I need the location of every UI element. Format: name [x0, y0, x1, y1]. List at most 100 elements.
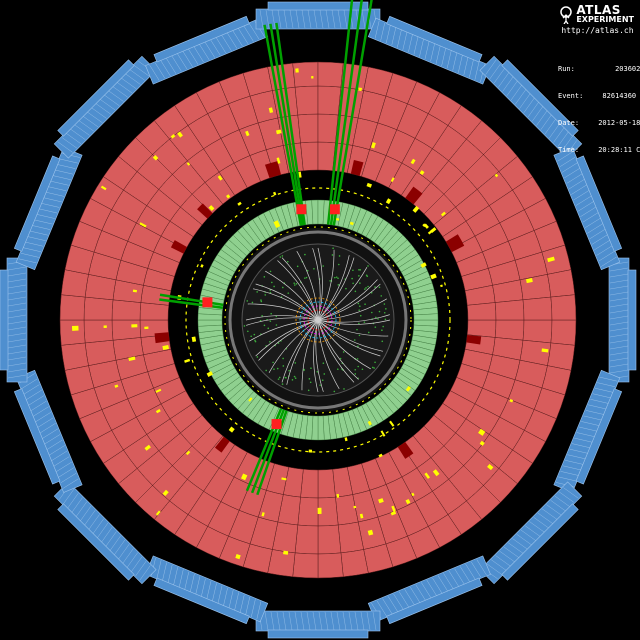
- hit: [264, 276, 266, 278]
- hit: [282, 255, 284, 257]
- hit: [385, 319, 387, 321]
- muon-chamber: [609, 258, 636, 382]
- hit: [358, 275, 360, 277]
- hit: [280, 256, 282, 258]
- hit: [372, 367, 374, 369]
- atlas-logo: ATLAS EXPERIMENT http://atlas.ch: [559, 6, 634, 35]
- hcal-cell: [293, 553, 318, 578]
- hcal-cell: [318, 469, 335, 498]
- hit: [374, 361, 376, 363]
- ecal-cell: [312, 200, 318, 224]
- hit: [308, 390, 310, 392]
- hit: [264, 294, 266, 296]
- hit: [273, 286, 275, 288]
- hit: [339, 255, 341, 257]
- hcal-cell: [548, 270, 575, 297]
- hcal-cell: [523, 320, 552, 343]
- hit: [322, 379, 324, 381]
- hit: [354, 373, 356, 375]
- hcal-cell: [61, 343, 88, 370]
- energy-deposit: [311, 76, 313, 79]
- hit: [264, 325, 266, 327]
- hit: [345, 288, 347, 290]
- hit: [364, 303, 366, 305]
- hit: [323, 362, 325, 364]
- hit: [359, 335, 361, 337]
- hit: [343, 351, 345, 353]
- jet-core: [330, 204, 340, 214]
- hit: [351, 278, 353, 280]
- hit: [296, 283, 298, 285]
- hit: [293, 282, 295, 284]
- hit: [287, 292, 289, 294]
- hit: [355, 291, 357, 293]
- hit: [294, 376, 296, 378]
- hit: [375, 326, 377, 328]
- hit: [343, 388, 345, 390]
- hit: [292, 379, 294, 381]
- info-event: Event: 82614360: [558, 92, 640, 101]
- hcal-cell: [495, 300, 524, 320]
- info-run: Run: 203602: [558, 65, 640, 74]
- hcal-cell: [551, 295, 576, 320]
- hit: [379, 311, 381, 313]
- energy-deposit: [72, 326, 79, 331]
- hit: [358, 269, 360, 271]
- hcal-cell: [318, 553, 343, 578]
- energy-deposit: [318, 508, 322, 514]
- hit: [282, 358, 284, 360]
- hit: [273, 368, 275, 370]
- ecal-cell: [318, 416, 324, 440]
- hit: [261, 315, 263, 317]
- hcal-cell: [318, 142, 335, 171]
- hit: [367, 265, 369, 267]
- hcal-cell: [318, 525, 341, 554]
- hcal-cell: [495, 320, 524, 340]
- hcal-cell: [467, 303, 496, 320]
- jet-core: [296, 204, 306, 214]
- hit: [338, 284, 340, 286]
- hit: [247, 330, 249, 332]
- hit: [332, 254, 334, 256]
- hit: [334, 391, 336, 393]
- hit: [322, 265, 324, 267]
- hit: [279, 377, 281, 379]
- hit: [277, 368, 279, 370]
- hit: [304, 254, 306, 256]
- hit: [283, 365, 285, 367]
- hit: [368, 332, 370, 334]
- hcal-cell: [295, 86, 318, 115]
- hcal-cell: [84, 320, 113, 343]
- energy-deposit: [144, 326, 148, 329]
- hit: [294, 362, 296, 364]
- ecal-cell: [198, 320, 222, 326]
- hit: [337, 368, 339, 370]
- hit: [373, 367, 375, 369]
- hit: [261, 301, 263, 303]
- ecal-cell: [414, 314, 438, 320]
- hit: [367, 286, 369, 288]
- hit: [309, 378, 311, 380]
- energy-deposit: [283, 551, 288, 555]
- hit: [288, 370, 290, 372]
- hcal-cell: [318, 62, 343, 87]
- hit: [250, 335, 252, 337]
- hcal-cell: [301, 469, 318, 498]
- hit: [338, 264, 340, 266]
- hit: [282, 287, 284, 289]
- hit: [244, 325, 246, 327]
- hit: [379, 286, 381, 288]
- hit: [358, 303, 360, 305]
- hit: [265, 370, 267, 372]
- logo-subtitle: EXPERIMENT: [576, 15, 634, 24]
- hcal-cell: [318, 86, 341, 115]
- hit: [364, 288, 366, 290]
- hit: [278, 378, 280, 380]
- hcal-cell: [523, 297, 552, 320]
- hcal-cell: [298, 497, 318, 526]
- hcal-cell: [341, 550, 368, 577]
- hcal-cell: [551, 320, 576, 345]
- hit: [354, 369, 356, 371]
- logo-title: ATLAS: [576, 6, 634, 15]
